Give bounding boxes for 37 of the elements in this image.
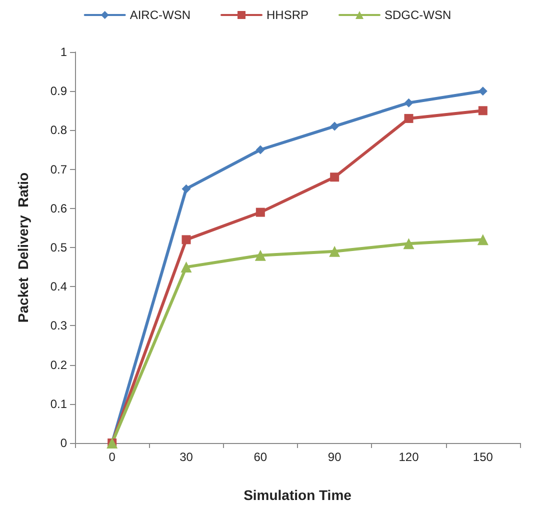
point: [182, 235, 191, 244]
y-tick-label: 0: [60, 436, 68, 450]
x-axis-title: Simulation Time: [244, 487, 352, 503]
point: [403, 238, 414, 250]
point: [180, 262, 192, 273]
x-tick-label: 150: [472, 450, 494, 464]
y-tick-label: 0.8: [50, 123, 68, 138]
y-axis-title: Packet Delivery Ratio: [15, 172, 31, 323]
x-tick-label: 0: [108, 450, 116, 464]
y-tick-label: 0.1: [50, 396, 68, 411]
y-tick-label: 0.2: [50, 358, 68, 372]
point: [478, 86, 488, 96]
point: [256, 145, 265, 154]
point: [404, 114, 414, 123]
point: [329, 246, 340, 257]
point: [478, 106, 488, 116]
x-tick-label: 30: [180, 450, 194, 464]
y-tick-label: 0.5: [50, 240, 68, 254]
point: [182, 184, 191, 194]
point: [330, 172, 340, 182]
y-tick-label: 0.9: [50, 84, 68, 98]
y-tick-label: 1: [60, 45, 68, 59]
y-tick-label: 0.6: [50, 201, 68, 216]
point: [256, 208, 265, 217]
legend-label: HHSRP: [266, 8, 309, 22]
point: [330, 122, 340, 131]
y-tick-label: 0.3: [50, 318, 68, 333]
y-tick-label: 0.4: [50, 280, 68, 294]
point: [254, 250, 266, 261]
x-tick-label: 120: [398, 450, 420, 464]
point: [477, 234, 488, 246]
x-tick-label: 90: [328, 450, 342, 464]
legend-label: AIRC-WSN: [130, 8, 191, 22]
point: [404, 98, 414, 108]
y-tick-label: 0.7: [50, 162, 68, 176]
legend-label: SDGC-WSN: [384, 8, 452, 22]
x-tick-label: 60: [254, 450, 268, 464]
